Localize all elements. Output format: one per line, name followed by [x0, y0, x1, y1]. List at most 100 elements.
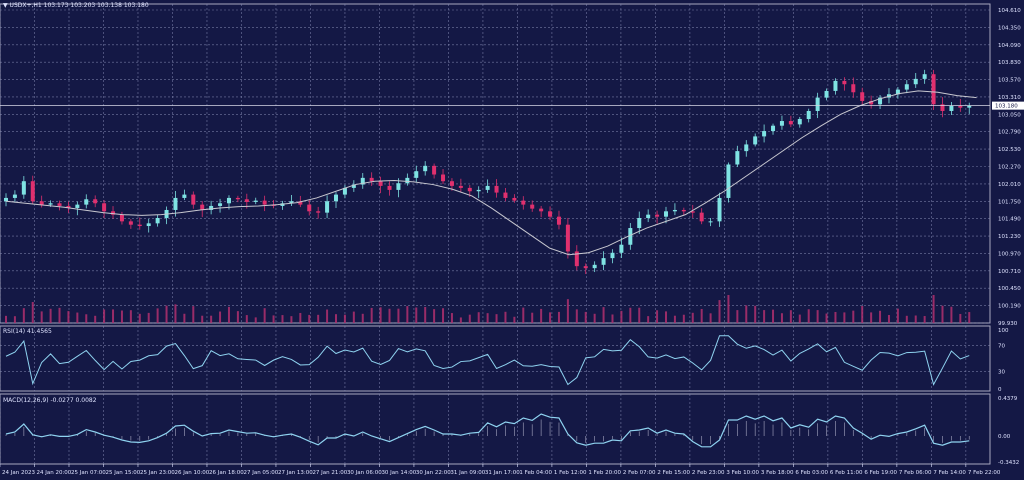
candle-body[interactable] — [307, 204, 312, 212]
candle-body[interactable] — [833, 80, 838, 91]
candle-body[interactable] — [958, 105, 963, 108]
candle-body[interactable] — [414, 171, 419, 178]
candle-body[interactable] — [797, 119, 802, 125]
candle-body[interactable] — [690, 211, 695, 213]
candle-body[interactable] — [869, 100, 874, 105]
candle-body[interactable] — [405, 177, 410, 184]
candle-body[interactable] — [4, 197, 8, 202]
candle-body[interactable] — [316, 211, 321, 213]
candle-body[interactable] — [128, 221, 133, 225]
candle-body[interactable] — [244, 199, 249, 202]
candle-body[interactable] — [717, 197, 722, 222]
candle-body[interactable] — [351, 184, 356, 188]
candle-body[interactable] — [646, 214, 651, 218]
candle-body[interactable] — [200, 204, 205, 210]
candle-body[interactable] — [39, 201, 44, 205]
candle-body[interactable] — [119, 214, 124, 222]
candle-body[interactable] — [173, 197, 178, 210]
candle-body[interactable] — [779, 121, 784, 126]
candle-body[interactable] — [744, 144, 749, 152]
candle-body[interactable] — [904, 84, 909, 90]
candle-body[interactable] — [449, 181, 454, 186]
candle-body[interactable] — [342, 187, 347, 195]
candle-body[interactable] — [360, 177, 365, 185]
candle-body[interactable] — [503, 192, 508, 198]
candle-body[interactable] — [583, 266, 588, 269]
candle-body[interactable] — [699, 212, 704, 222]
candle-body[interactable] — [467, 187, 472, 192]
candle-body[interactable] — [726, 164, 731, 198]
candle-body[interactable] — [485, 185, 490, 190]
candle-body[interactable] — [610, 252, 615, 259]
candle-body[interactable] — [530, 204, 535, 209]
candle-body[interactable] — [30, 181, 35, 202]
candle-body[interactable] — [806, 110, 811, 120]
candle-body[interactable] — [762, 131, 767, 137]
candle-body[interactable] — [396, 183, 401, 190]
candle-body[interactable] — [931, 74, 936, 105]
candle-body[interactable] — [655, 214, 660, 217]
candle-body[interactable] — [878, 97, 883, 105]
candle-body[interactable] — [423, 165, 428, 172]
candle-body[interactable] — [824, 90, 829, 98]
candle-body[interactable] — [102, 203, 107, 212]
candle-body[interactable] — [432, 165, 437, 175]
candle-body[interactable] — [967, 105, 972, 108]
candle-body[interactable] — [226, 197, 231, 204]
candle-body[interactable] — [111, 211, 116, 215]
candle-body[interactable] — [753, 136, 758, 145]
candle-body[interactable] — [895, 89, 900, 95]
candle-body[interactable] — [512, 197, 517, 201]
candle-body[interactable] — [75, 204, 80, 208]
candle-body[interactable] — [12, 194, 17, 198]
candle-body[interactable] — [209, 205, 214, 210]
candle-body[interactable] — [628, 228, 633, 245]
candle-body[interactable] — [262, 200, 267, 205]
candle-body[interactable] — [815, 97, 820, 111]
candle-body[interactable] — [57, 203, 62, 206]
candle-body[interactable] — [637, 217, 642, 229]
candle-body[interactable] — [592, 264, 597, 269]
candle-body[interactable] — [48, 203, 53, 205]
candle-body[interactable] — [708, 221, 713, 223]
candle-body[interactable] — [458, 185, 463, 188]
candle-body[interactable] — [155, 217, 160, 224]
candle-body[interactable] — [539, 208, 544, 212]
candle-body[interactable] — [556, 216, 561, 225]
triangle-down-icon[interactable]: ▼ — [3, 2, 8, 9]
candle-body[interactable] — [601, 258, 606, 265]
candle-body[interactable] — [441, 174, 446, 182]
candle-body[interactable] — [387, 185, 392, 190]
candle-body[interactable] — [940, 104, 945, 111]
candle-body[interactable] — [476, 189, 481, 192]
candle-body[interactable] — [182, 194, 187, 198]
candle-body[interactable] — [851, 84, 856, 93]
candle-body[interactable] — [66, 205, 71, 208]
candle-body[interactable] — [298, 201, 303, 205]
candle-body[interactable] — [253, 200, 258, 202]
candle-body[interactable] — [191, 194, 196, 205]
candle-body[interactable] — [325, 201, 330, 213]
candle-body[interactable] — [137, 224, 142, 227]
candle-body[interactable] — [548, 211, 553, 217]
candle-body[interactable] — [672, 209, 677, 212]
candle-body[interactable] — [565, 224, 570, 252]
candle-body[interactable] — [494, 185, 499, 193]
candle-body[interactable] — [922, 74, 927, 79]
candle-body[interactable] — [735, 151, 740, 165]
candle-body[interactable] — [84, 199, 89, 205]
candle-body[interactable] — [521, 200, 526, 205]
candle-body[interactable] — [574, 251, 579, 267]
candle-body[interactable] — [771, 125, 776, 132]
candle-body[interactable] — [949, 105, 954, 111]
candle-body[interactable] — [146, 223, 151, 227]
candle-body[interactable] — [619, 244, 624, 253]
candle-body[interactable] — [860, 92, 865, 101]
candle-body[interactable] — [289, 201, 294, 204]
candle-body[interactable] — [93, 199, 98, 204]
candle-body[interactable] — [21, 181, 26, 195]
candle-body[interactable] — [218, 203, 223, 206]
candle-body[interactable] — [842, 80, 847, 85]
